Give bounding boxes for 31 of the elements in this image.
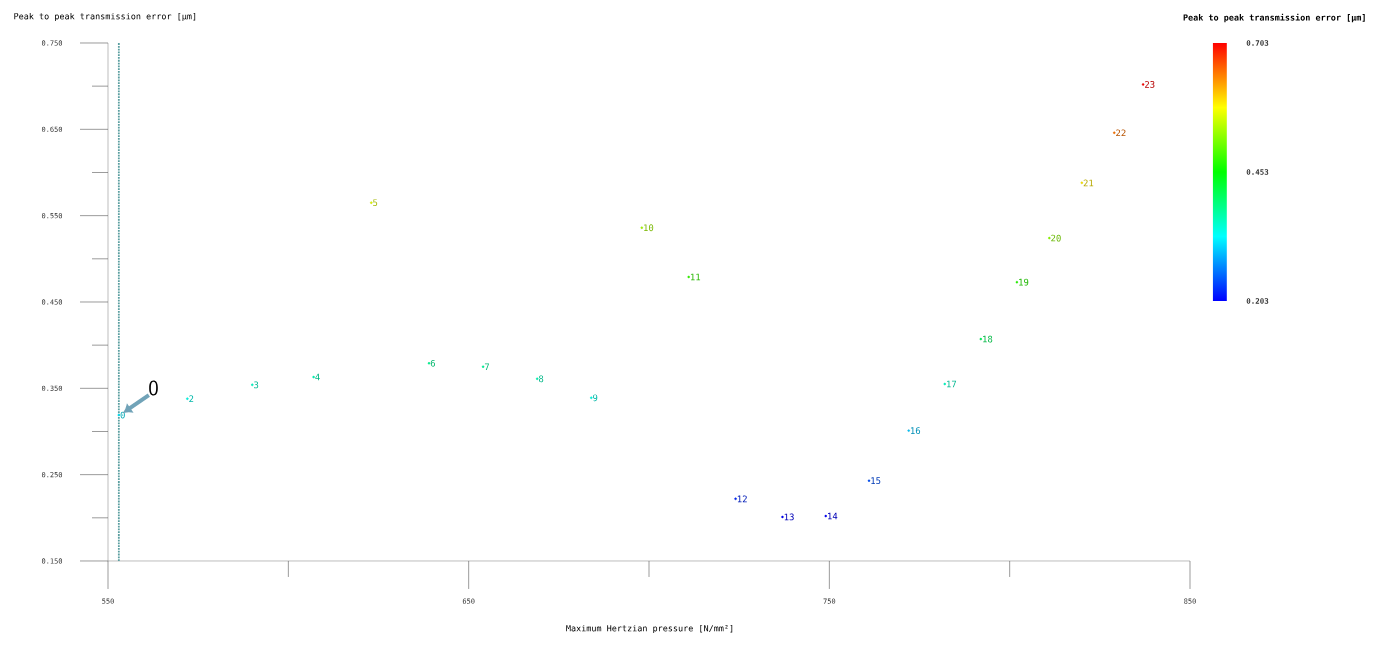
point xyxy=(1141,83,1145,86)
annotation: 3 xyxy=(254,381,259,389)
x-axis-title: Maximum Hertzian pressure [N/mm²] xyxy=(566,624,733,634)
point xyxy=(1015,280,1019,284)
annotation: 23 xyxy=(1144,81,1155,88)
annotation: 2 xyxy=(189,395,194,403)
annotation: 21 xyxy=(1083,179,1094,187)
annotation: 14 xyxy=(828,512,838,520)
color-bar-title: Peak to peak transmission error [μm] xyxy=(1183,13,1365,23)
y-axis-title: Peak to peak transmission error [μm] xyxy=(14,12,196,22)
annotation: 13 xyxy=(784,513,794,521)
annotation: 18 xyxy=(983,335,993,343)
annotation: 15 xyxy=(871,477,881,485)
annotation: 19 xyxy=(1019,278,1029,286)
annotation: 4 xyxy=(315,373,320,381)
point xyxy=(640,226,643,229)
annotation: 5 xyxy=(373,199,378,207)
point xyxy=(1048,236,1051,240)
annotation: 6 xyxy=(430,359,436,367)
annotation: 7 xyxy=(484,363,490,370)
annotation: 11 xyxy=(690,273,701,281)
annotation: 22 xyxy=(1116,129,1126,137)
annotation: 12 xyxy=(737,495,747,503)
annotation: 17 xyxy=(947,380,957,388)
annotation: 16 xyxy=(910,427,921,435)
annotation: 8 xyxy=(538,375,544,383)
annotation: 0 xyxy=(120,411,125,419)
annotation: 10 xyxy=(644,224,654,232)
annotation: 9 xyxy=(593,394,598,402)
annotation: 20 xyxy=(1051,234,1061,242)
annotation: 0 xyxy=(149,380,158,396)
